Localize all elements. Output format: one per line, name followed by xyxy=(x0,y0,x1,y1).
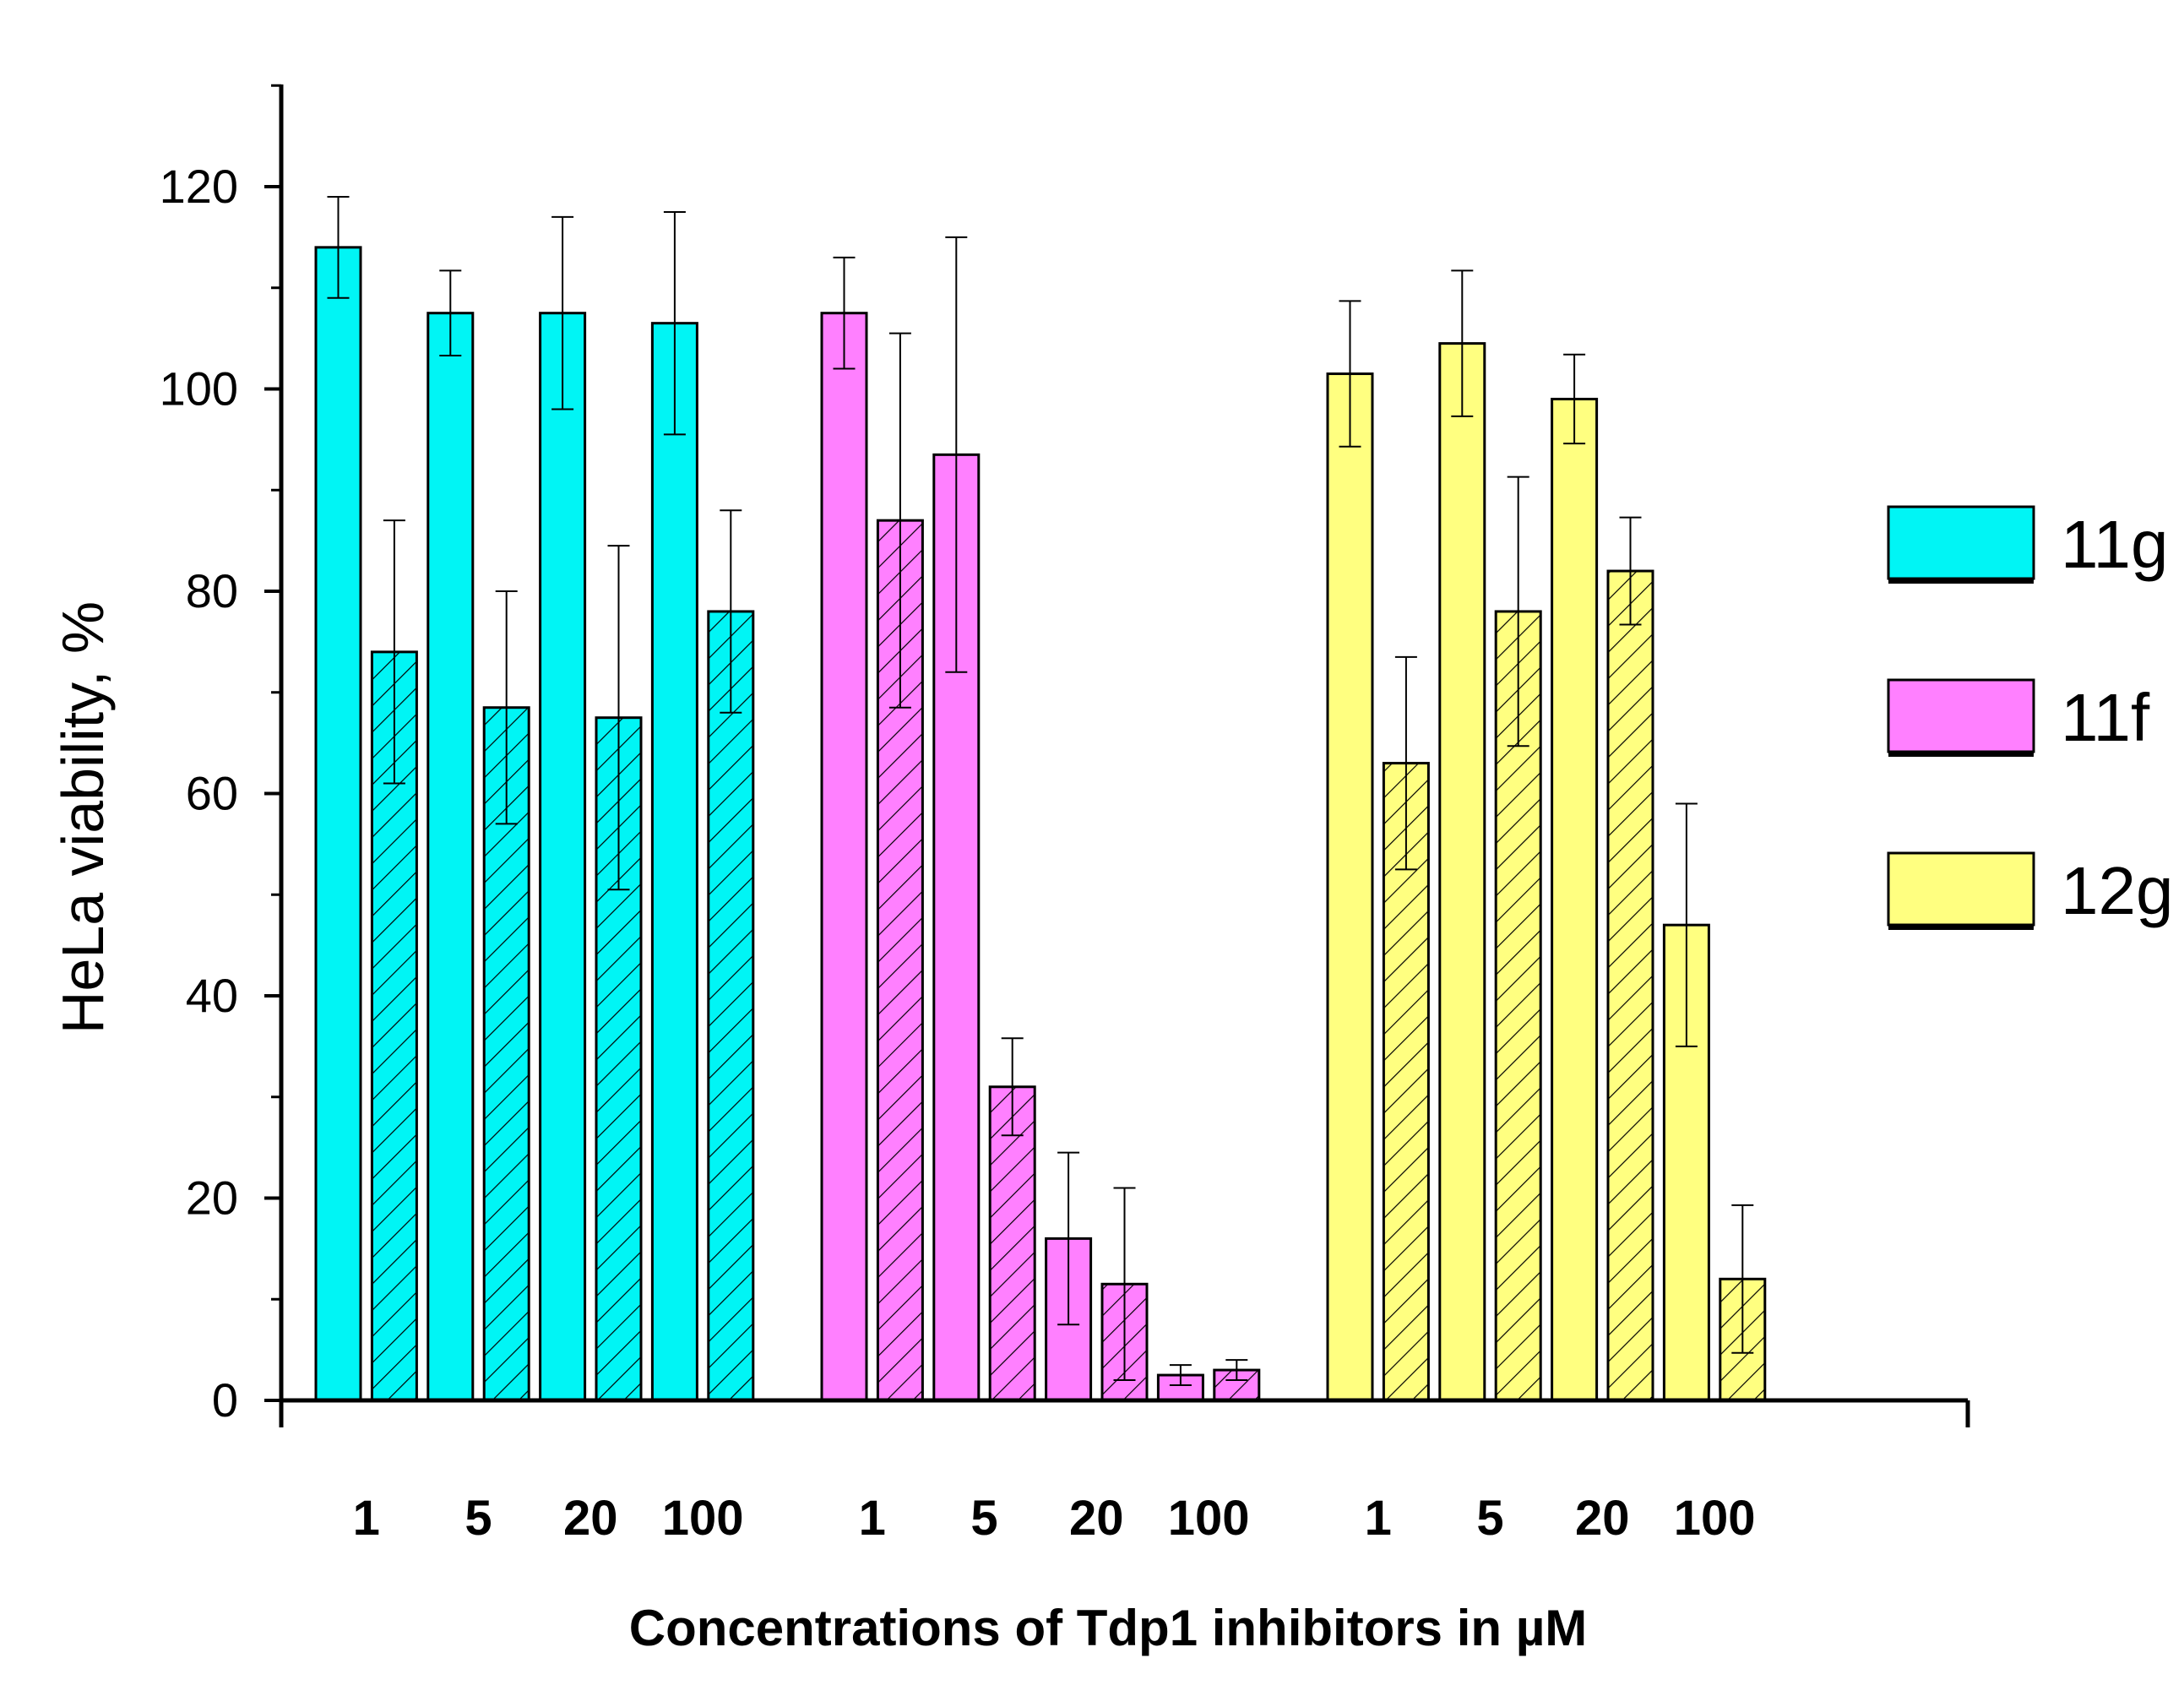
x-label-12g-1: 1 xyxy=(1365,1491,1392,1546)
error-bar-11g-hatched-1 xyxy=(383,519,405,785)
legend-label-12g: 12g xyxy=(2061,853,2173,928)
x-tick-labels: 1 5 20 100 1 5 20 100 1 5 20 100 xyxy=(353,1491,1756,1546)
x-label-11f-1: 1 xyxy=(859,1491,886,1546)
bar-12g-solid-1 xyxy=(1326,372,1374,1402)
error-bar-12g-hatched-100 xyxy=(1731,1204,1754,1354)
error-bar-11f-solid-100 xyxy=(1169,1364,1192,1387)
bar-11g-solid-20 xyxy=(539,312,587,1402)
error-bar-11f-hatched-100 xyxy=(1225,1359,1248,1382)
y-tick-label-20: 20 xyxy=(186,1171,238,1225)
x-label-11g-100: 100 xyxy=(662,1491,744,1546)
bar-11g-solid-1 xyxy=(314,246,362,1402)
error-bar-12g-solid-5 xyxy=(1451,269,1474,417)
error-bars-layer xyxy=(327,195,1754,1387)
error-bar-11f-solid-5 xyxy=(945,236,968,673)
legend-swatch-11f xyxy=(1887,678,2035,753)
error-bar-12g-solid-100 xyxy=(1675,802,1698,1047)
error-bar-11f-solid-1 xyxy=(833,256,856,370)
legend-item-11f: 11f xyxy=(1887,678,2150,757)
error-bar-11g-solid-5 xyxy=(439,269,462,356)
y-ticks: 0 20 40 60 80 100 120 xyxy=(160,84,281,1427)
y-tick-label-0: 0 xyxy=(212,1373,238,1427)
legend-item-12g: 12g xyxy=(1887,851,2173,930)
y-axis-title: HeLa viability, % xyxy=(50,601,116,1034)
legend-label-11g: 11g xyxy=(2061,507,2169,582)
error-bar-11g-hatched-20 xyxy=(607,545,630,891)
y-tick-label-80: 80 xyxy=(186,564,238,617)
error-bar-11f-solid-20 xyxy=(1057,1151,1080,1326)
error-bar-11f-hatched-20 xyxy=(1113,1187,1136,1382)
bar-12g-hatched-20 xyxy=(1606,569,1654,1402)
legend-item-11g: 11g xyxy=(1887,505,2169,584)
y-tick-label-120: 120 xyxy=(160,160,238,213)
bar-11g-hatched-100 xyxy=(707,610,755,1402)
x-label-12g-20: 20 xyxy=(1575,1491,1630,1546)
error-bar-11f-hatched-5 xyxy=(1001,1037,1024,1137)
error-bar-11g-solid-100 xyxy=(663,210,686,436)
legend: 11g 11f 12g xyxy=(1887,505,2173,930)
bar-12g-solid-20 xyxy=(1551,397,1599,1402)
legend-swatch-11g xyxy=(1887,505,2035,580)
error-bar-11g-hatched-100 xyxy=(720,509,742,714)
error-bar-12g-hatched-5 xyxy=(1507,476,1529,747)
error-bar-12g-hatched-20 xyxy=(1619,516,1642,626)
x-label-11g-5: 5 xyxy=(465,1491,492,1546)
y-tick-label-40: 40 xyxy=(186,969,238,1022)
legend-label-11f: 11f xyxy=(2061,680,2150,755)
bar-11f-hatched-5 xyxy=(988,1085,1036,1402)
error-bar-11f-hatched-1 xyxy=(888,332,911,709)
x-label-12g-100: 100 xyxy=(1674,1491,1756,1546)
x-label-11f-5: 5 xyxy=(970,1491,997,1546)
x-label-11f-20: 20 xyxy=(1069,1491,1124,1546)
error-bar-11g-hatched-5 xyxy=(495,590,518,825)
x-label-11g-1: 1 xyxy=(353,1491,380,1546)
bar-11g-solid-100 xyxy=(650,322,698,1402)
bars-layer xyxy=(314,246,1767,1402)
error-bar-12g-solid-1 xyxy=(1339,300,1361,448)
legend-swatch-12g xyxy=(1887,851,2035,927)
x-axis-title: Concentrations of Tdp1 inhibitors in µM xyxy=(629,1600,1588,1656)
error-bar-11g-solid-20 xyxy=(551,215,574,410)
bar-11g-solid-5 xyxy=(426,312,475,1402)
y-tick-label-100: 100 xyxy=(160,362,238,416)
error-bar-11g-solid-1 xyxy=(327,195,350,299)
x-label-11f-100: 100 xyxy=(1168,1491,1250,1546)
error-bar-12g-solid-20 xyxy=(1563,353,1586,445)
bar-12g-solid-5 xyxy=(1438,342,1486,1402)
error-bar-12g-hatched-1 xyxy=(1394,655,1417,871)
x-label-11g-20: 20 xyxy=(563,1491,618,1546)
y-tick-label-60: 60 xyxy=(186,767,238,820)
x-label-12g-5: 5 xyxy=(1476,1491,1503,1546)
bar-12g-hatched-5 xyxy=(1494,610,1542,1402)
bar-11f-solid-1 xyxy=(820,312,868,1402)
